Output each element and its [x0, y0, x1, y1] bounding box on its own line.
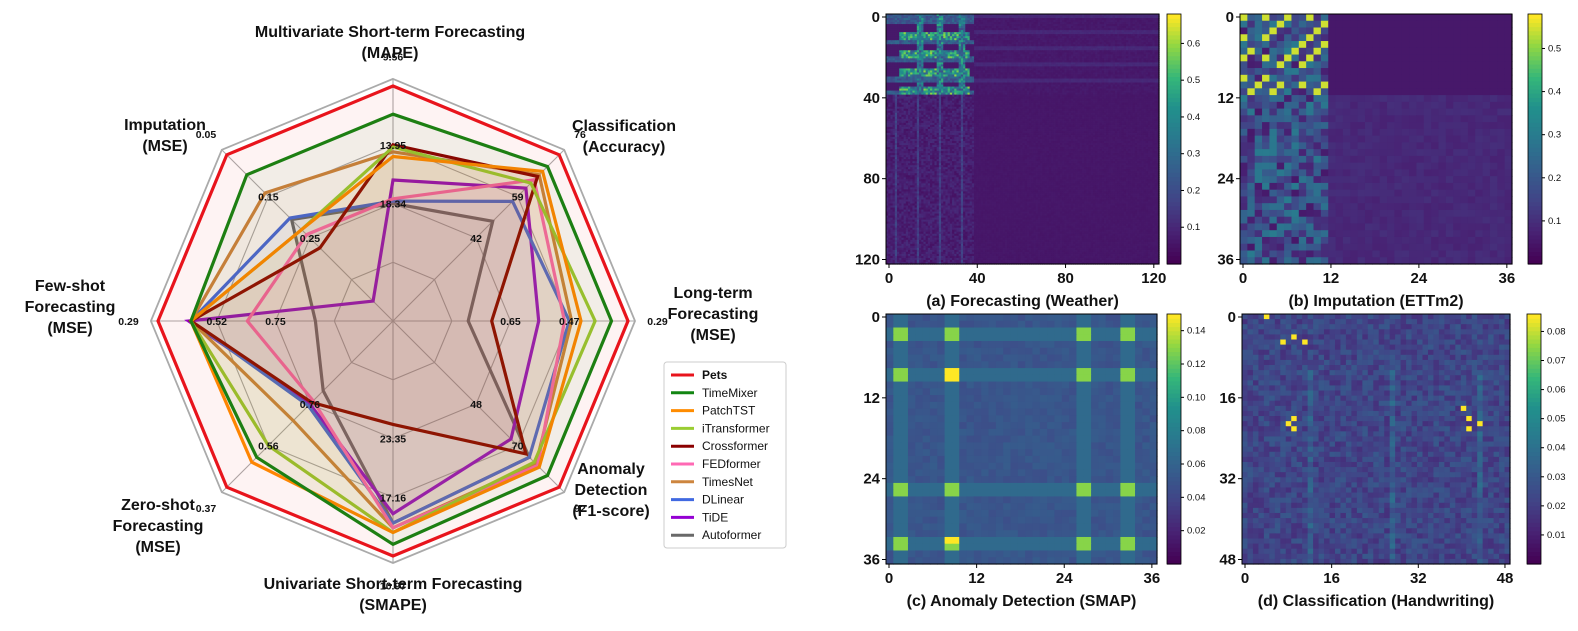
axis-label: Forecasting: [113, 518, 204, 535]
axis-tick-label: 0.47: [559, 316, 580, 328]
axis-tick-label: 0.65: [500, 316, 521, 328]
axis-label: Imputation: [124, 117, 206, 134]
axis-label: Multivariate Short-term Forecasting: [255, 24, 525, 41]
axis-tick-label: 0.76: [300, 399, 321, 411]
legend-label: Pets: [702, 368, 728, 382]
axis-label: Detection: [575, 482, 648, 499]
axis-tick-label: 42: [470, 233, 482, 245]
axis-tick-label: 0.15: [258, 191, 279, 203]
axis-label: Zero-shot: [121, 497, 195, 514]
legend-label: TiDE: [702, 510, 728, 524]
legend-label: Autoformer: [702, 528, 761, 542]
axis-tick-label: 0.75: [265, 316, 286, 328]
axis-tick-label: 59: [512, 191, 524, 203]
axis-label: Classification: [572, 118, 676, 135]
axis-label: (MSE): [690, 327, 735, 344]
axis-tick-label: 48: [470, 399, 482, 411]
axis-label: (F1-score): [572, 503, 649, 520]
axis-tick-label: 0.52: [207, 316, 228, 328]
axis-label: Few-shot: [35, 278, 106, 295]
axis-label: Forecasting: [25, 299, 116, 316]
axis-tick-label: 0.25: [300, 233, 321, 245]
legend-label: DLinear: [702, 493, 744, 507]
axis-label: (Accuracy): [583, 139, 666, 156]
series-pets: [158, 86, 628, 556]
legend-label: iTransformer: [702, 421, 770, 435]
axis-label: Anomaly: [577, 461, 645, 478]
axis-label: Long-term: [673, 285, 752, 302]
axis-label: Forecasting: [668, 306, 759, 323]
axis-tick-label: 0.29: [118, 316, 139, 328]
axis-tick-label: 18.34: [380, 199, 406, 211]
legend-label: TimeMixer: [702, 386, 758, 400]
axis-label: (MAPE): [362, 45, 419, 62]
legend-label: PatchTST: [702, 404, 756, 418]
axis-label: (MSE): [135, 539, 180, 556]
axis-tick-label: 0.29: [647, 316, 668, 328]
legend-label: FEDformer: [702, 457, 761, 471]
axis-label: Univariate Short-term Forecasting: [264, 576, 523, 593]
axis-tick-label: 17.16: [380, 492, 406, 504]
radar-chart: 9.5613.9518.347659420.290.470.6592704810…: [0, 0, 800, 631]
axis-tick-label: 13.95: [380, 140, 406, 152]
axis-tick-label: 70: [512, 441, 524, 453]
legend-label: Crossformer: [702, 439, 768, 453]
axis-label: (SMAPE): [359, 597, 427, 614]
axis-tick-label: 23.35: [380, 434, 406, 446]
axis-label: (MSE): [142, 138, 187, 155]
axis-label: (MSE): [47, 320, 92, 337]
axis-tick-label: 0.56: [258, 441, 279, 453]
axis-tick-label: 0.37: [196, 503, 217, 515]
legend-label: TimesNet: [702, 475, 754, 489]
